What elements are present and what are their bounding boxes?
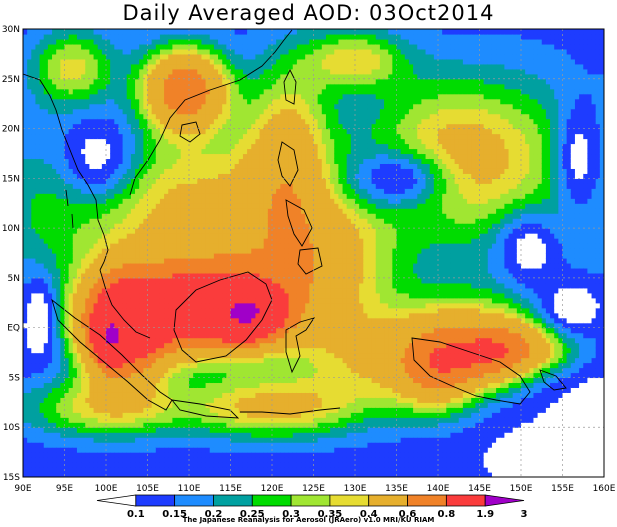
latitude-labels: 30N 25N 20N 15N 10N 5N EQ 5S 10S 15S xyxy=(2,25,20,483)
coastline-java xyxy=(170,399,240,419)
lat-label: 5N xyxy=(8,274,20,284)
colorbar-label: 0.2 xyxy=(205,509,223,520)
colorbar-label: 0.4 xyxy=(360,509,378,520)
lon-label: 160E xyxy=(593,484,616,494)
gridlines xyxy=(23,29,604,477)
lon-label: 100E xyxy=(95,484,118,494)
lon-label: 110E xyxy=(178,484,201,494)
colorbar-label: 0.1 xyxy=(127,509,145,520)
colorbar-swatch xyxy=(445,494,486,507)
colorbar-label: 0.8 xyxy=(438,509,456,520)
coastlines xyxy=(23,29,567,419)
lon-label: 155E xyxy=(551,484,574,494)
colorbar-swatch xyxy=(251,494,292,507)
lon-label: 90E xyxy=(14,484,31,494)
colorbar-swatch xyxy=(174,494,214,507)
longitude-labels: 90E 95E 100E 105E 110E 115E 120E 125E 130E 135E 14… xyxy=(14,484,615,494)
coastline-hainan xyxy=(179,121,201,143)
lat-label: 5S xyxy=(9,373,21,383)
coastline-taiwan xyxy=(283,68,297,105)
colorbar-swatch xyxy=(484,494,525,507)
lon-label: 135E xyxy=(385,484,408,494)
lon-label: 115E xyxy=(219,484,242,494)
colorbar-swatch xyxy=(329,494,370,507)
credit-text: The Japanese Reanalysis for Aerosol (JRA… xyxy=(182,516,435,524)
colorbar-label: 0.35 xyxy=(318,509,343,520)
coastline-borneo xyxy=(173,271,273,363)
colorbar-label: 3 xyxy=(521,509,528,520)
coastline-china xyxy=(129,29,293,196)
lat-label: 15S xyxy=(3,473,20,483)
colorbar-swatch xyxy=(135,494,176,507)
lat-label: 10N xyxy=(2,224,20,234)
aod-field xyxy=(23,29,604,477)
coastline-luzon xyxy=(277,141,299,187)
lat-label: 15N xyxy=(2,174,20,184)
coastline-sumatra xyxy=(51,298,173,411)
lat-label: 20N xyxy=(2,125,20,135)
lon-label: 150E xyxy=(510,484,533,494)
colorbar-swatch xyxy=(96,494,137,507)
colorbar: 0.1 0.15 0.2 0.25 0.3 0.35 0.4 0.6 0.8 1.9 3 xyxy=(96,494,528,520)
colorbar-label: 0.6 xyxy=(399,509,417,520)
coastline-andaman xyxy=(65,189,74,229)
lat-label: EQ xyxy=(7,324,20,334)
lon-label: 130E xyxy=(344,484,367,494)
lon-label: 120E xyxy=(261,484,284,494)
colorbar-swatch xyxy=(368,494,408,507)
coastline-bismarck xyxy=(539,369,567,391)
coastline-sulawesi xyxy=(285,317,316,374)
coastline-sunda xyxy=(240,407,341,415)
colorbar-swatch xyxy=(407,494,447,507)
lon-label: 105E xyxy=(136,484,159,494)
coastline-mindanao xyxy=(297,247,323,275)
colorbar-label: 1.9 xyxy=(476,509,494,520)
colorbar-label: 0.15 xyxy=(162,509,187,520)
coastline-visayas xyxy=(285,199,313,247)
lon-label: 140E xyxy=(427,484,450,494)
map-title: Daily Averaged AOD: 03Oct2014 xyxy=(122,1,495,25)
lon-label: 95E xyxy=(56,484,73,494)
coastline-malay xyxy=(99,269,151,339)
lat-label: 25N xyxy=(2,75,20,85)
colorbar-swatch xyxy=(290,494,331,507)
coastline-new-guinea xyxy=(411,337,531,405)
lat-label: 10S xyxy=(3,423,20,433)
lon-label: 125E xyxy=(302,484,325,494)
lat-label: 30N xyxy=(2,25,20,35)
colorbar-swatch xyxy=(213,494,253,507)
colorbar-label: 0.25 xyxy=(240,509,265,520)
lon-label: 145E xyxy=(468,484,491,494)
colorbar-label: 0.3 xyxy=(282,509,300,520)
plot-frame xyxy=(22,28,605,478)
coastline-indochina xyxy=(23,73,109,271)
